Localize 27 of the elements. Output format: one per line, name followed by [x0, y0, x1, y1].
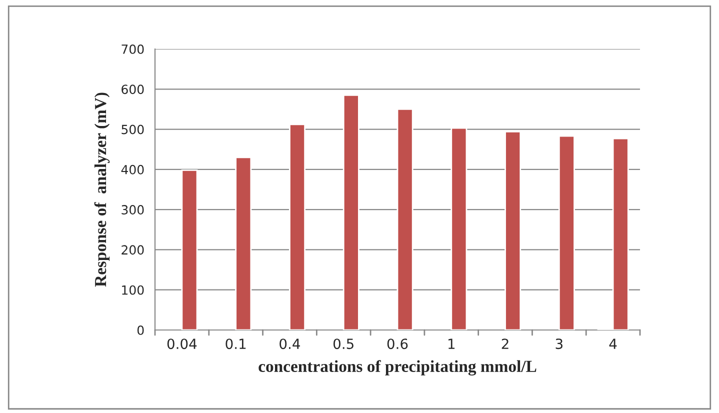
x-tick-label: 0.5	[333, 338, 354, 350]
y-axis-title: Response of analyzer (mV)	[94, 92, 110, 287]
bar	[289, 124, 306, 330]
y-tick-label: 700	[122, 44, 144, 54]
x-tick-label: 4	[609, 338, 617, 349]
bar	[504, 131, 522, 330]
y-tick-label: 200	[122, 245, 144, 255]
y-tick-label: 400	[121, 164, 144, 174]
y-tick-label: 300	[122, 205, 144, 214]
bar	[396, 108, 414, 330]
bar	[342, 94, 360, 330]
x-tick-label: 0.04	[167, 338, 197, 350]
x-tick-label: 0.1	[226, 338, 246, 350]
bar	[235, 156, 252, 330]
bar	[181, 170, 198, 330]
x-tick-label: 2	[502, 338, 508, 349]
x-tick-label: 3	[556, 338, 562, 350]
y-tick-label: 500	[122, 124, 144, 134]
bar	[450, 127, 468, 330]
y-tick-label: 600	[122, 84, 144, 94]
x-axis-title: concentrations of precipitating mmol/L	[258, 360, 536, 376]
y-tick-label: 0	[137, 325, 144, 335]
x-tick-label: 1	[448, 338, 455, 349]
x-tick-label: 0.6	[387, 338, 408, 350]
x-tick-label: 0.4	[280, 338, 300, 350]
y-tick-label: 100	[122, 285, 144, 295]
bar	[558, 135, 575, 330]
